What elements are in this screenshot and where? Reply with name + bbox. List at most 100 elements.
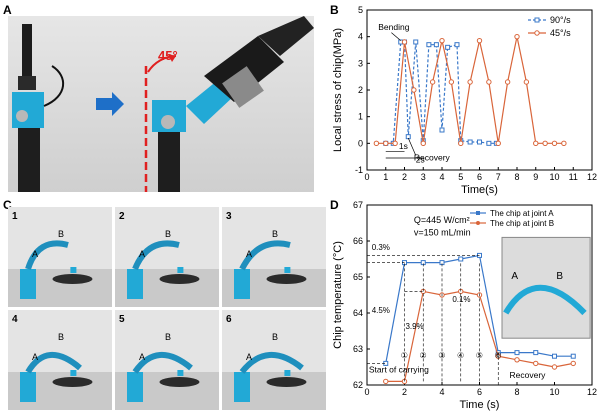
panel-d-letter: D <box>330 198 339 212</box>
joint-b-label: B <box>272 229 278 239</box>
joint-a-label: A <box>32 249 38 259</box>
panel-c-photos: 1 A B 2 A B 3 A B 4 A B 5 A B 6 A B <box>8 207 326 412</box>
data-point <box>392 140 398 147</box>
legend-label: The chip at joint B <box>490 219 554 228</box>
target-block <box>70 370 77 376</box>
robot-straight <box>12 24 65 192</box>
stage-marker-4: ④ <box>457 351 464 360</box>
joint-b-label: B <box>272 332 278 342</box>
y-tick-label: 2 <box>358 85 363 95</box>
x-tick-label: 11 <box>569 172 578 182</box>
y-tick-label: 62 <box>353 380 363 390</box>
annotation-4-5pct: 4.5% <box>372 306 390 315</box>
y-tick-label: 63 <box>353 344 363 354</box>
annotation-0-3pct: 0.3% <box>372 243 390 252</box>
legend-marker <box>476 221 480 225</box>
data-point <box>477 139 482 145</box>
data-point <box>570 353 576 359</box>
joint-a-label: A <box>246 352 252 362</box>
annotation-start: Start of carrying <box>369 364 429 374</box>
data-point <box>401 39 408 45</box>
x-tick-label: 10 <box>549 172 559 182</box>
x-tick-label: 3 <box>421 172 426 182</box>
x-tick-label: 2 <box>402 172 407 182</box>
platform <box>52 274 93 284</box>
target-block <box>177 370 184 376</box>
stage-marker-3: ③ <box>438 351 445 360</box>
joint-b-label: B <box>58 229 64 239</box>
data-point <box>552 353 557 359</box>
y-tick-label: 4 <box>358 32 363 42</box>
joint-b-label: B <box>165 229 171 239</box>
legend-marker <box>534 30 540 36</box>
inset-label-b: B <box>556 271 563 282</box>
data-point <box>542 140 548 147</box>
panel-c-letter: C <box>3 198 12 212</box>
photo-frame-1: 1 A B <box>8 207 112 307</box>
robot-base <box>234 372 250 402</box>
x-tick-label: 0 <box>364 387 369 397</box>
y-axis-label: Local stress of chip(MPa) <box>332 28 344 152</box>
robot-base <box>127 372 143 402</box>
legend-label: The chip at joint A <box>490 209 554 218</box>
y-tick-label: 64 <box>353 308 363 318</box>
y-tick-label: 1 <box>358 112 363 122</box>
annotation-q: Q=445 W/cm² <box>414 215 470 225</box>
robot-bent <box>152 16 314 192</box>
data-point <box>570 360 576 367</box>
target-block <box>177 267 184 273</box>
data-point <box>523 79 530 85</box>
panel-a-letter: A <box>3 3 12 17</box>
x-axis-label: Time(s) <box>461 184 498 196</box>
target-block <box>70 267 77 273</box>
stage-marker-5: ⑤ <box>476 351 483 360</box>
x-tick-label: 5 <box>458 172 463 182</box>
data-point <box>373 140 380 147</box>
robot-arm <box>239 240 291 271</box>
platform <box>266 377 307 387</box>
target-block <box>284 267 291 273</box>
data-point <box>467 79 473 85</box>
y-tick-label: 5 <box>358 5 363 15</box>
frame-number: 5 <box>119 314 125 325</box>
y-tick-label: 3 <box>358 58 363 68</box>
data-point <box>426 42 432 48</box>
x-tick-label: 7 <box>496 172 501 182</box>
legend-marker <box>534 17 540 23</box>
y-tick-label: 0 <box>358 138 363 148</box>
data-point <box>486 79 492 85</box>
platform <box>52 377 93 387</box>
annotation-bending: Bending <box>378 22 409 32</box>
data-point <box>551 140 558 147</box>
robot-base <box>20 372 36 402</box>
inset-arm <box>503 285 587 316</box>
frame-number: 1 <box>12 211 18 222</box>
photo-frame-5: 5 A B <box>115 310 219 410</box>
data-point <box>486 140 492 146</box>
x-axis-label: Time (s) <box>460 399 500 411</box>
x-tick-label: 2 <box>402 387 407 397</box>
x-tick-label: 9 <box>533 172 538 182</box>
data-point <box>533 350 539 356</box>
x-tick-label: 6 <box>477 172 482 182</box>
data-point <box>454 42 460 48</box>
annotation-recovery: Recovery <box>510 370 547 380</box>
joint-a-label: A <box>32 352 38 362</box>
x-tick-label: 0 <box>364 172 369 182</box>
y-tick-label: -1 <box>355 165 363 175</box>
data-point <box>420 140 426 147</box>
data-point <box>458 140 464 147</box>
photo-frame-6: 6 A B <box>222 310 326 410</box>
joint-a-label: A <box>246 249 252 259</box>
frame-number: 2 <box>119 211 125 222</box>
y-tick-label: 66 <box>353 236 363 246</box>
x-tick-label: 10 <box>549 387 559 397</box>
x-tick-label: 4 <box>439 172 444 182</box>
data-point <box>467 139 473 145</box>
data-point <box>533 360 539 367</box>
robot-arm <box>25 351 82 374</box>
data-point <box>476 37 483 44</box>
series-line <box>376 36 564 144</box>
x-tick-label: 8 <box>514 172 519 182</box>
data-point <box>533 140 539 147</box>
